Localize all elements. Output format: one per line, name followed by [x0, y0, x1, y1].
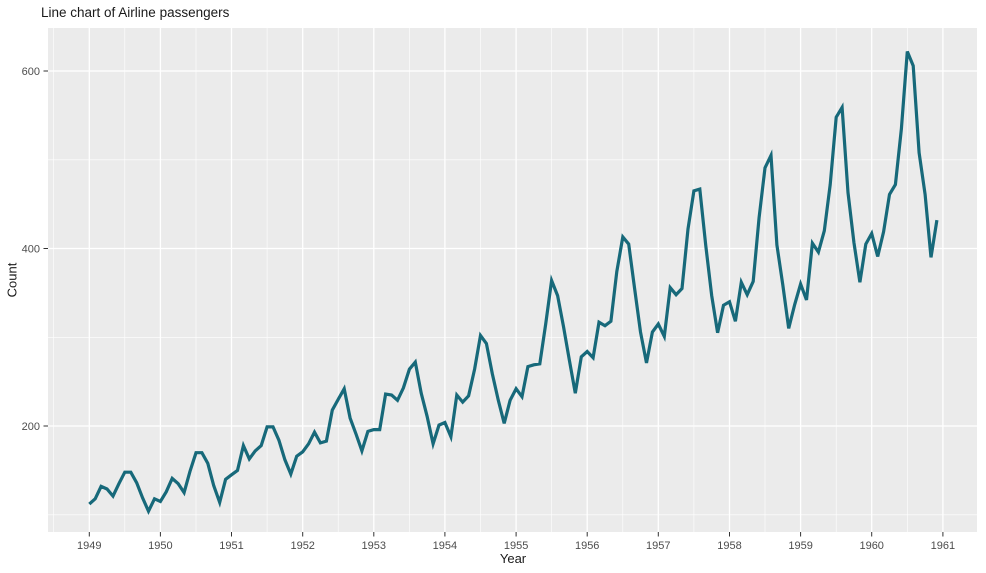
y-tick-label: 400 [22, 244, 40, 256]
series-line [88, 50, 939, 516]
x-tick-label: 1950 [148, 540, 172, 552]
x-tick-label: 1953 [362, 540, 386, 552]
x-tick-label: 1954 [433, 540, 457, 552]
chart-title: Line chart of Airline passengers [41, 5, 230, 20]
plot-panel [48, 28, 977, 532]
y-tick-label: 200 [22, 421, 40, 433]
x-tick-label: 1951 [219, 540, 243, 552]
x-tick-label: 1959 [788, 540, 812, 552]
x-tick-label: 1958 [717, 540, 741, 552]
x-tick-label: 1949 [77, 540, 101, 552]
x-tick-label: 1955 [504, 540, 528, 552]
y-axis-title: Count [4, 262, 20, 298]
x-tick-label: 1961 [931, 540, 955, 552]
x-tick-label: 1960 [859, 540, 883, 552]
x-axis-title: Year [499, 551, 527, 566]
x-tick-label: 1957 [646, 540, 670, 552]
x-tick-label: 1952 [290, 540, 314, 552]
y-tick-label: 600 [22, 66, 40, 78]
x-tick-label: 1956 [575, 540, 599, 552]
